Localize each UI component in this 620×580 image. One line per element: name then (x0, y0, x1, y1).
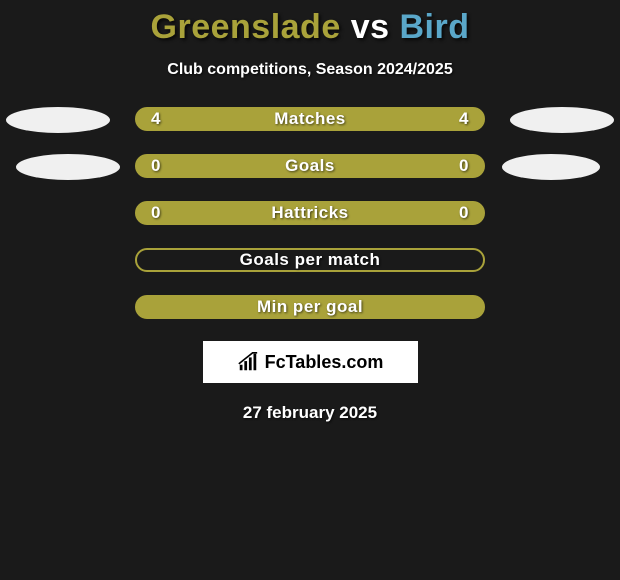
stat-label: Matches (274, 109, 346, 129)
stat-left-value: 4 (151, 109, 161, 129)
stat-label: Min per goal (257, 297, 363, 317)
stat-pill-goals: 0 Goals 0 (135, 154, 485, 178)
subtitle: Club competitions, Season 2024/2025 (167, 61, 452, 79)
footer-date: 27 february 2025 (243, 403, 377, 423)
stat-label: Hattricks (271, 203, 348, 223)
brand-card: FcTables.com (203, 341, 418, 383)
stat-right-value: 0 (459, 203, 469, 223)
stat-row: 0 Goals 0 (0, 154, 620, 178)
stat-right-value: 4 (459, 109, 469, 129)
stat-left-value: 0 (151, 203, 161, 223)
stat-pill-mpg: Min per goal (135, 295, 485, 319)
stats-rows: 4 Matches 4 0 Goals 0 0 Hattricks 0 Goal… (0, 107, 620, 319)
stat-right-value: 0 (459, 156, 469, 176)
stat-row: 0 Hattricks 0 (0, 201, 620, 225)
stat-label: Goals per match (240, 250, 381, 270)
stat-left-value: 0 (151, 156, 161, 176)
stat-label: Goals (285, 156, 335, 176)
stat-pill-gpm: Goals per match (135, 248, 485, 272)
brand-text: FcTables.com (265, 352, 384, 373)
title-left: Greenslade (151, 8, 341, 46)
stat-row: Min per goal (0, 295, 620, 319)
page-title: Greenslade vs Bird (151, 8, 470, 47)
comparison-card: Greenslade vs Bird Club competitions, Se… (0, 0, 620, 580)
stat-pill-matches: 4 Matches 4 (135, 107, 485, 131)
stat-pill-hattricks: 0 Hattricks 0 (135, 201, 485, 225)
title-vs: vs (351, 8, 390, 46)
stat-row: Goals per match (0, 248, 620, 272)
stat-row: 4 Matches 4 (0, 107, 620, 131)
barchart-icon (237, 351, 259, 373)
title-right: Bird (399, 8, 469, 46)
